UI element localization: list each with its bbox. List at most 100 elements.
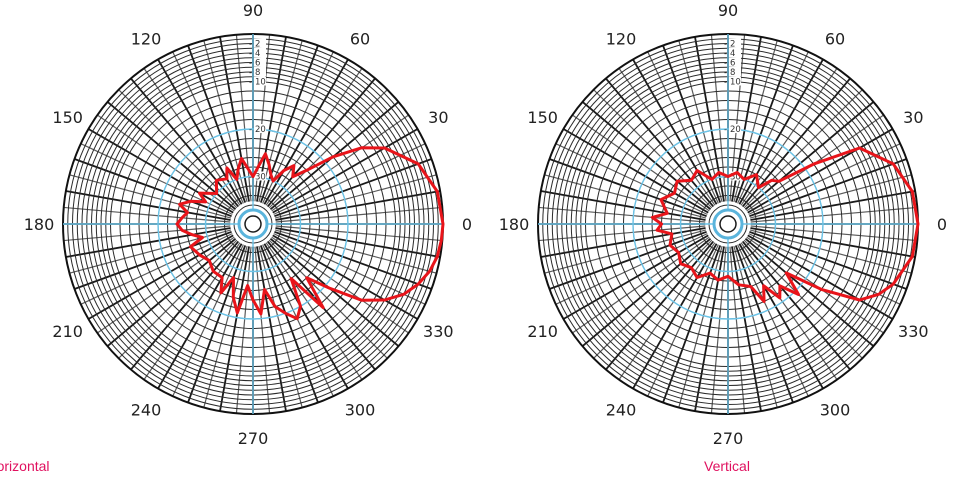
vertical-spoke — [749, 229, 912, 274]
horizontal-pattern-point — [268, 163, 270, 166]
vertical-spoke — [593, 239, 713, 359]
horizontal-spoke — [106, 237, 237, 347]
horizontal-pattern-point — [436, 255, 439, 258]
vertical-pattern-point — [671, 233, 673, 235]
horizontal-pattern-point — [283, 169, 285, 172]
vertical-spoke — [740, 242, 838, 380]
vertical-spoke — [737, 244, 809, 397]
vertical-spoke — [549, 230, 707, 290]
horizontal-pattern-point — [246, 284, 249, 287]
horizontal-spoke — [88, 128, 234, 214]
vertical-radial-label: 10 — [730, 78, 741, 88]
horizontal-radial-label: 4 — [255, 49, 260, 59]
vertical-spoke — [678, 245, 723, 408]
horizontal-spoke — [235, 246, 252, 414]
vertical-spoke — [605, 77, 715, 208]
vertical-radial-label-bg — [729, 76, 741, 86]
horizontal-radial-spokes — [63, 34, 443, 414]
horizontal-pattern-point — [284, 312, 287, 315]
vertical-pattern-point — [917, 223, 919, 225]
horizontal-angle-label: 0 — [462, 215, 472, 234]
vertical-pattern-point — [696, 169, 698, 172]
horizontal-pattern-panel: 2-4-6-8-10-20-30-0 30 60 90 120 150 180 210 240 2… — [0, 1, 472, 474]
vertical-pattern-point — [778, 297, 781, 299]
vertical-angle-label: 90 — [718, 1, 738, 20]
horizontal-pattern-point — [235, 178, 238, 181]
horizontal-pattern-point — [189, 200, 192, 203]
vertical-spoke — [750, 227, 916, 258]
horizontal-pattern-point — [204, 201, 207, 203]
horizontal-spoke — [258, 40, 303, 203]
horizontal-spoke — [157, 59, 243, 205]
vertical-spoke — [647, 244, 719, 397]
horizontal-spoke — [271, 236, 409, 334]
horizontal-radial-label-dash: - — [249, 173, 252, 183]
vertical-spoke — [618, 242, 716, 380]
vertical-radial-label-bg — [729, 57, 741, 67]
horizontal-pattern-point — [442, 223, 444, 225]
horizontal-pattern-point — [383, 299, 386, 301]
horizontal-pattern-point — [240, 157, 243, 160]
vertical-pattern-point — [709, 272, 711, 274]
vertical-spoke — [581, 101, 712, 211]
vertical-spoke — [544, 229, 707, 274]
horizontal-spoke — [106, 101, 237, 211]
horizontal-radial-label-bg — [254, 171, 266, 181]
horizontal-pattern-point — [263, 288, 266, 291]
horizontal-spoke — [63, 206, 231, 223]
horizontal-center-core — [244, 215, 262, 233]
vertical-spoke — [549, 158, 707, 218]
horizontal-pattern-point — [417, 283, 419, 285]
horizontal-spoke — [203, 245, 248, 408]
vertical-spoke — [593, 89, 713, 209]
horizontal-spoke — [143, 242, 241, 380]
vertical-pattern-point — [679, 262, 682, 265]
horizontal-radial-label: 6 — [255, 59, 260, 69]
horizontal-pattern-point — [361, 146, 363, 149]
horizontal-spoke — [269, 237, 400, 347]
vertical-pattern-point — [717, 279, 719, 281]
horizontal-spoke — [259, 245, 319, 403]
horizontal-pattern-point — [305, 276, 308, 279]
vertical-pattern-point — [743, 178, 746, 181]
horizontal-pattern-point — [270, 174, 272, 176]
horizontal-spoke — [157, 243, 243, 389]
vertical-radial-label-bg — [729, 67, 741, 76]
vertical-angle-label: 240 — [606, 400, 637, 419]
vertical-spoke — [744, 237, 875, 347]
horizontal-pattern-point — [252, 175, 254, 178]
vertical-pattern-point — [727, 175, 729, 178]
horizontal-radial-label-dash: - — [249, 59, 252, 69]
horizontal-pattern-point — [291, 175, 294, 178]
vertical-spoke — [572, 236, 710, 334]
horizontal-angle-label: 210 — [52, 322, 83, 341]
vertical-spoke — [710, 246, 727, 414]
vertical-spoke — [744, 101, 875, 211]
horizontal-radial-label-dash: - — [249, 68, 252, 78]
horizontal-pattern-point — [186, 211, 189, 214]
vertical-spoke — [747, 128, 893, 214]
vertical-pattern-point — [858, 299, 861, 301]
vertical-spoke — [750, 206, 918, 223]
vertical-spoke — [750, 190, 916, 221]
horizontal-pattern-point — [215, 192, 218, 195]
horizontal-pattern-point — [232, 276, 235, 279]
horizontal-radial-label-dash: - — [249, 78, 252, 88]
horizontal-radial-labels: 2-4-6-8-10-20-30- — [249, 38, 266, 183]
horizontal-pattern-series — [175, 146, 445, 321]
horizontal-pattern-point — [191, 233, 193, 236]
horizontal-polar-chart: 2-4-6-8-10-20-30-03060901201501802102402… — [24, 1, 472, 448]
vertical-angle-label: 150 — [527, 108, 558, 127]
horizontal-pattern-line — [175, 146, 445, 321]
horizontal-pattern-point — [236, 312, 239, 314]
horizontal-spoke — [274, 229, 437, 274]
horizontal-spoke — [69, 174, 232, 219]
vertical-pattern-point — [778, 180, 780, 183]
vertical-spoke — [743, 239, 863, 359]
vertical-spoke — [555, 233, 708, 305]
vertical-radial-label-bg — [729, 38, 741, 48]
horizontal-spoke — [265, 242, 363, 380]
horizontal-spoke — [275, 225, 443, 242]
horizontal-spoke — [219, 246, 250, 412]
horizontal-pattern-point — [201, 236, 204, 239]
